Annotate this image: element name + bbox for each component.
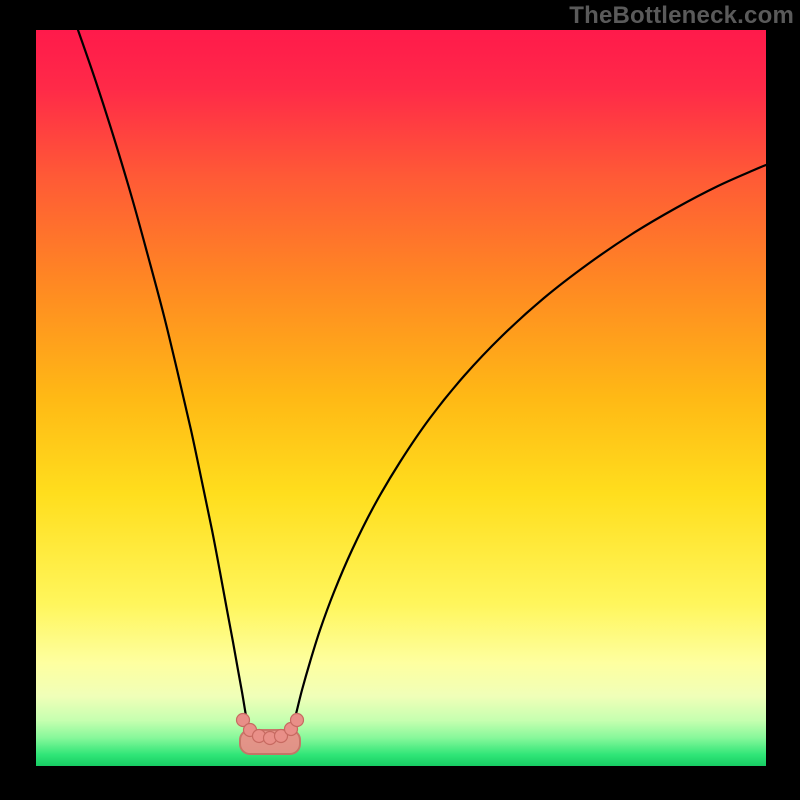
curve-right xyxy=(294,165,766,722)
chart-svg xyxy=(36,30,766,766)
valley-group xyxy=(237,714,304,755)
stage: TheBottleneck.com xyxy=(0,0,800,800)
curve-left xyxy=(78,30,247,722)
valley-dot xyxy=(291,714,304,727)
watermark-text: TheBottleneck.com xyxy=(569,2,794,30)
plot-area xyxy=(36,30,766,766)
